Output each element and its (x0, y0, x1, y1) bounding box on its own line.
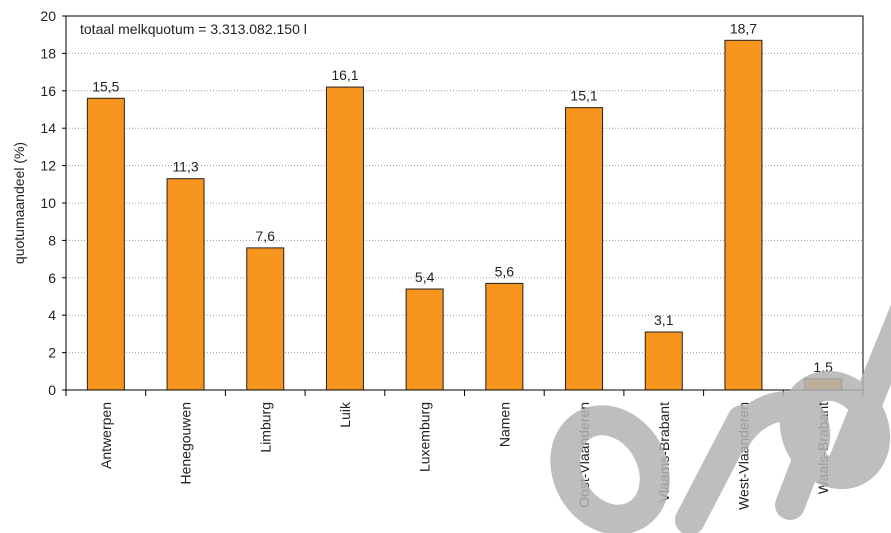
bar-limburg (246, 247, 285, 391)
y-tick-label: 14 (40, 120, 56, 136)
x-tick-label: Henegouwen (178, 402, 194, 485)
x-tick-label: Vlaams-Brabant (656, 402, 672, 502)
y-tick-label: 20 (40, 8, 56, 24)
bar-luxemburg (405, 288, 444, 391)
data-label: 11,3 (172, 159, 198, 175)
x-tick-label: Luxemburg (417, 402, 433, 472)
y-tick-label: 6 (48, 270, 56, 286)
x-tick-label: Namen (496, 402, 512, 447)
bar-waals-brabant (804, 378, 843, 391)
bar-west-vlaanderen (724, 39, 763, 391)
bar-luik (325, 86, 364, 391)
x-tick-label: Antwerpen (98, 402, 114, 469)
y-tick-label: 12 (40, 158, 56, 174)
bar-oost-vlaanderen (565, 107, 604, 391)
bar-namen (485, 282, 524, 391)
y-tick-label: 0 (48, 382, 56, 398)
x-tick-label: Limburg (257, 402, 273, 453)
y-axis-label: quotumaandeel (%) (11, 142, 27, 264)
bars (86, 39, 843, 391)
bar-henegouwen (166, 178, 205, 391)
bar-antwerpen (86, 97, 125, 391)
data-label: 16,1 (331, 67, 358, 83)
quota-total-annotation: totaal melkquotum = 3.313.082.150 l (80, 21, 307, 37)
x-axis: Antwerpen Henegouwen Limburg Luik Luxemburg N… (65, 390, 864, 510)
y-tick-label: 16 (40, 83, 56, 99)
y-axis: 0 2 4 6 8 10 12 14 16 18 20 (40, 8, 66, 398)
data-label: 18,7 (730, 20, 757, 36)
data-label: 7,6 (256, 228, 276, 244)
x-tick-label: Waals-Brabant (815, 402, 831, 494)
data-label: 15,5 (92, 78, 119, 94)
y-tick-label: 18 (40, 45, 56, 61)
data-label: 5,6 (495, 263, 515, 279)
data-label: 5,4 (415, 269, 435, 285)
y-tick-label: 4 (48, 307, 56, 323)
data-labels: 15,5 11,3 7,6 16,1 5,4 5,6 15,1 3,1 18,7 1,5 (92, 20, 833, 374)
data-label: 1,5 (813, 359, 833, 375)
y-tick-label: 2 (48, 345, 56, 361)
x-tick-label: Luik (337, 401, 353, 428)
data-label: 3,1 (654, 312, 674, 328)
x-tick-label: West-Vlaanderen (735, 402, 751, 510)
bar-vlaams-brabant (644, 331, 683, 391)
y-tick-label: 8 (48, 232, 56, 248)
data-label: 15,1 (570, 88, 597, 104)
x-tick-label: Oost-Vlaanderen (576, 402, 592, 508)
y-tick-label: 10 (40, 195, 56, 211)
